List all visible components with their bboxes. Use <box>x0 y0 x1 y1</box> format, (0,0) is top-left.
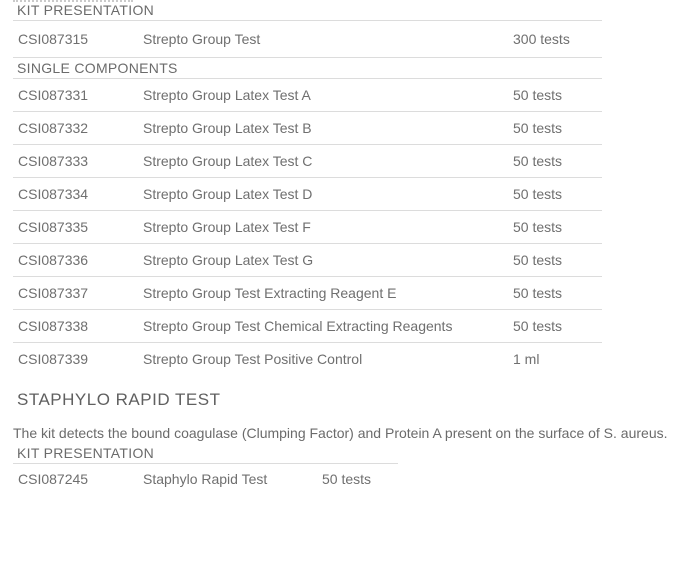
product-name: Strepto Group Test <box>143 20 513 58</box>
product-code: CSI087245 <box>13 463 143 493</box>
table-row: CSI087333 Strepto Group Latex Test C 50 … <box>13 144 602 178</box>
product-name: Strepto Group Test Positive Control <box>143 342 513 375</box>
product-quantity: 50 tests <box>513 309 602 343</box>
product-name: Staphylo Rapid Test <box>143 463 322 493</box>
product-name: Strepto Group Test Extracting Reagent E <box>143 276 513 310</box>
staphylo-kit-table: CSI087245 Staphylo Rapid Test 50 tests <box>13 463 398 493</box>
product-code: CSI087334 <box>13 177 143 211</box>
section-heading-kit-presentation-1: KIT PRESENTATION <box>17 2 155 18</box>
product-quantity: 50 tests <box>513 177 602 211</box>
table-row: CSI087245 Staphylo Rapid Test 50 tests <box>13 463 398 493</box>
table-row: CSI087339 Strepto Group Test Positive Co… <box>13 342 602 375</box>
table-row: CSI087315 Strepto Group Test 300 tests <box>13 20 602 58</box>
product-code: CSI087336 <box>13 243 143 277</box>
table-row: CSI087337 Strepto Group Test Extracting … <box>13 276 602 310</box>
kit-presentation-table: CSI087315 Strepto Group Test 300 tests <box>13 20 602 58</box>
product-quantity: 50 tests <box>513 276 602 310</box>
product-code: CSI087337 <box>13 276 143 310</box>
product-name: Strepto Group Latex Test D <box>143 177 513 211</box>
product-name: Strepto Group Latex Test B <box>143 111 513 145</box>
product-code: CSI087338 <box>13 309 143 343</box>
section-heading-single-components: SINGLE COMPONENTS <box>17 60 178 76</box>
product-code: CSI087331 <box>13 78 143 112</box>
table-row: CSI087335 Strepto Group Latex Test F 50 … <box>13 210 602 244</box>
product-section-title: STAPHYLO RAPID TEST <box>17 390 221 409</box>
product-quantity: 50 tests <box>513 78 602 112</box>
product-quantity: 50 tests <box>513 144 602 178</box>
product-quantity: 50 tests <box>322 463 398 493</box>
product-name: Strepto Group Latex Test C <box>143 144 513 178</box>
section-heading-kit-presentation-2: KIT PRESENTATION <box>17 445 155 461</box>
product-name: Strepto Group Latex Test A <box>143 78 513 112</box>
product-quantity: 50 tests <box>513 210 602 244</box>
table-row: CSI087336 Strepto Group Latex Test G 50 … <box>13 243 602 277</box>
table-row: CSI087331 Strepto Group Latex Test A 50 … <box>13 78 602 112</box>
table-row: CSI087338 Strepto Group Test Chemical Ex… <box>13 309 602 343</box>
product-code: CSI087332 <box>13 111 143 145</box>
table-row: CSI087334 Strepto Group Latex Test D 50 … <box>13 177 602 211</box>
product-code: CSI087315 <box>13 20 143 58</box>
product-quantity: 50 tests <box>513 111 602 145</box>
product-code: CSI087333 <box>13 144 143 178</box>
product-quantity: 300 tests <box>513 20 602 58</box>
product-name: Strepto Group Latex Test G <box>143 243 513 277</box>
product-quantity: 50 tests <box>513 243 602 277</box>
single-components-table: CSI087331 Strepto Group Latex Test A 50 … <box>13 78 602 375</box>
product-name: Strepto Group Test Chemical Extracting R… <box>143 309 513 343</box>
cropped-content-artifact <box>13 0 133 2</box>
product-code: CSI087335 <box>13 210 143 244</box>
product-quantity: 1 ml <box>513 342 602 375</box>
product-name: Strepto Group Latex Test F <box>143 210 513 244</box>
product-code: CSI087339 <box>13 342 143 375</box>
table-row: CSI087332 Strepto Group Latex Test B 50 … <box>13 111 602 145</box>
product-description: The kit detects the bound coagulase (Clu… <box>13 425 668 441</box>
